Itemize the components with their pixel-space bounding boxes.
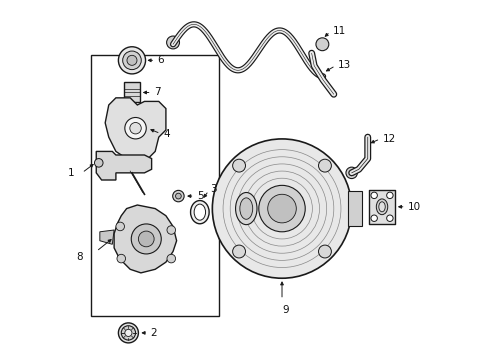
Ellipse shape bbox=[190, 201, 209, 224]
Circle shape bbox=[318, 245, 331, 258]
Circle shape bbox=[166, 226, 175, 234]
Circle shape bbox=[127, 55, 137, 65]
Ellipse shape bbox=[194, 204, 205, 220]
Circle shape bbox=[118, 323, 138, 343]
Ellipse shape bbox=[378, 202, 385, 212]
Circle shape bbox=[124, 329, 132, 337]
Circle shape bbox=[370, 192, 377, 199]
Circle shape bbox=[315, 38, 328, 51]
Text: 6: 6 bbox=[157, 55, 164, 65]
Circle shape bbox=[386, 192, 392, 199]
Text: 10: 10 bbox=[407, 202, 420, 212]
Text: 9: 9 bbox=[282, 305, 288, 315]
Circle shape bbox=[131, 224, 161, 254]
Circle shape bbox=[267, 194, 296, 223]
Text: 13: 13 bbox=[337, 60, 350, 69]
Circle shape bbox=[138, 231, 154, 247]
Circle shape bbox=[130, 122, 141, 134]
Text: 3: 3 bbox=[209, 184, 216, 194]
Circle shape bbox=[94, 158, 103, 167]
Circle shape bbox=[118, 47, 145, 74]
Circle shape bbox=[258, 185, 305, 232]
Circle shape bbox=[370, 215, 377, 221]
Circle shape bbox=[166, 36, 179, 49]
Polygon shape bbox=[114, 205, 176, 273]
Circle shape bbox=[166, 254, 175, 263]
Text: 5: 5 bbox=[197, 191, 203, 201]
Ellipse shape bbox=[376, 199, 387, 215]
Text: 4: 4 bbox=[163, 129, 169, 139]
Text: 12: 12 bbox=[382, 134, 395, 144]
Text: 1: 1 bbox=[67, 168, 74, 178]
Bar bbox=[368, 190, 394, 224]
Polygon shape bbox=[105, 98, 165, 162]
Polygon shape bbox=[96, 152, 151, 180]
Text: 2: 2 bbox=[150, 328, 157, 338]
Circle shape bbox=[121, 326, 135, 340]
Text: 7: 7 bbox=[154, 87, 161, 98]
Circle shape bbox=[116, 222, 124, 231]
Circle shape bbox=[345, 167, 357, 179]
Circle shape bbox=[124, 117, 146, 139]
Circle shape bbox=[232, 159, 245, 172]
Bar bbox=[124, 82, 140, 103]
Ellipse shape bbox=[235, 193, 257, 225]
Text: 11: 11 bbox=[332, 26, 346, 36]
Circle shape bbox=[318, 159, 331, 172]
Bar bbox=[91, 55, 219, 316]
Circle shape bbox=[172, 190, 184, 202]
Circle shape bbox=[386, 215, 392, 221]
Circle shape bbox=[175, 193, 181, 199]
Circle shape bbox=[212, 139, 351, 278]
Circle shape bbox=[232, 245, 245, 258]
Polygon shape bbox=[100, 230, 114, 244]
Circle shape bbox=[117, 254, 125, 263]
Ellipse shape bbox=[240, 198, 252, 219]
Bar bbox=[347, 191, 362, 226]
Circle shape bbox=[122, 51, 141, 69]
Text: 8: 8 bbox=[77, 252, 83, 262]
